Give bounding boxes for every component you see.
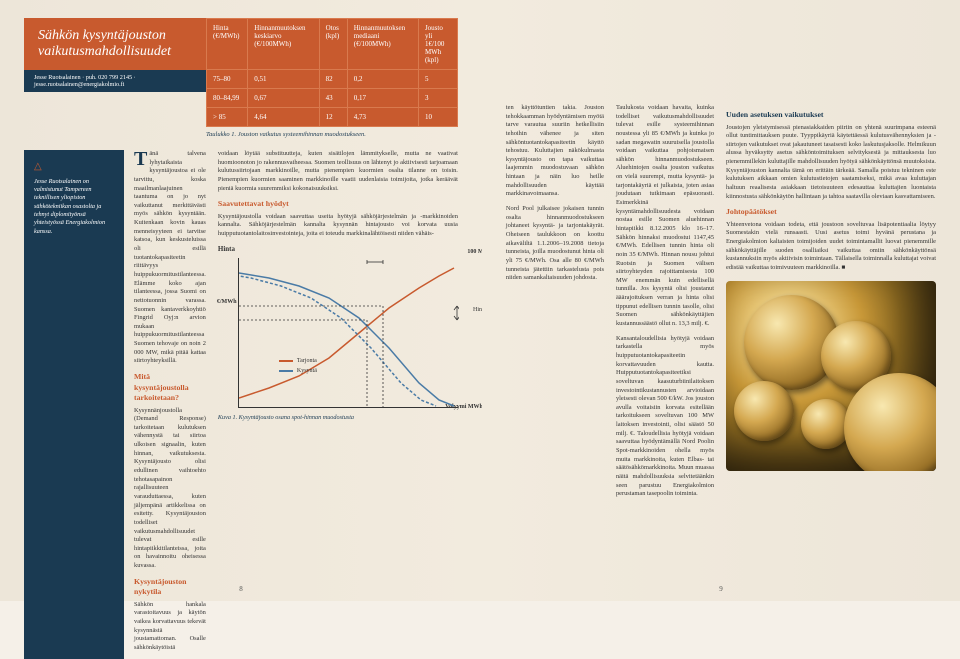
header-block: Sähkön kysyntäjouston vaikutusmahdollisu… (24, 18, 458, 138)
lc1-h1: Mitä kysyntäjoustolla tarkoitetaan? (134, 372, 206, 404)
page-number-right: 9 (719, 585, 723, 593)
lc1-p2: Kysynnänjoustolla (Demand Response) tark… (134, 407, 206, 571)
table-cell: 0,17 (347, 89, 418, 108)
author-bar: Jesse Ruotsalainen · puh. 020 799 2145 ·… (24, 70, 206, 92)
legend-demand: Kysyntä (297, 367, 317, 375)
lc1-p1: änä talvena lyhytaikaista kysyntäjoustoa… (134, 150, 206, 364)
chart-caption: Kuva 1. Kysyntäjousto osana spot-hinnan … (218, 414, 458, 422)
lc2-p1: voidaan löytää substituutteja, kuten sis… (218, 150, 458, 193)
legend-swatch-demand (279, 370, 293, 372)
table-cell: 12 (319, 108, 347, 127)
table-cell: 80–84,99 (207, 89, 248, 108)
table-cell: 0,2 (347, 70, 418, 89)
table-cell: 5 (418, 70, 457, 89)
title-author-stack: Sähkön kysyntäjouston vaikutusmahdollisu… (24, 18, 206, 138)
bio-row: △ Jesse Ruotsalainen on valmistunut Tamp… (24, 150, 458, 659)
lc1-p3: Sähkön hankala varastoitavuus ja käytön … (134, 601, 206, 653)
rc2-p2: Kansantaloudellisia hyötyjä voidaan tark… (616, 335, 714, 499)
table-header-cell: Hinnanmuutoksen mediaani (€/100MWh) (347, 19, 418, 70)
left-col-2: voidaan löytää substituutteja, kuten sis… (218, 150, 458, 659)
bio-text: Jesse Ruotsalainen on valmistunut Tamper… (34, 178, 105, 235)
table-cell: 0,51 (248, 70, 319, 89)
rc2-p1: Taulukosta voidaan havaita, kuinka todel… (616, 104, 714, 329)
triangle-icon: △ (34, 160, 114, 174)
lc2-h1: Saavutettavat hyödyt (218, 199, 458, 210)
table-header-cell: Otos (kpl) (319, 19, 347, 70)
table-row: 80–84,990,67430,173 (207, 89, 458, 108)
legend-supply: Tarjonta (297, 357, 317, 365)
title-line1: Sähkön kysyntäjouston (38, 28, 166, 43)
chart-y-left: €/MWh (217, 298, 237, 306)
rc3-h1: Uuden asetuksen vaikutukset (726, 110, 936, 121)
right-columns: ten käyttötuntien takia. Jouston tehokka… (506, 104, 936, 505)
bio-box: △ Jesse Ruotsalainen on valmistunut Tamp… (24, 150, 124, 659)
right-col-2: Taulukosta voidaan havaita, kuinka todel… (616, 104, 714, 505)
table-header-cell: Hinnanmuutoksen keskiarvo (€/100MWh) (248, 19, 319, 70)
page-right: ten käyttötuntien takia. Jouston tehokka… (482, 0, 960, 601)
table-cell: 43 (319, 89, 347, 108)
supply-demand-chart: €/MWh 100 MWh/h Hinnan muutos Volyymi MW… (238, 258, 458, 408)
table-cell: 4,64 (248, 108, 319, 127)
rc1-p2: Nord Pool julkaisee jokaisen tunnin osal… (506, 205, 604, 283)
rc3-p2: Yhteenvetona voidaan todeta, että jousto… (726, 221, 936, 273)
page-left: Sähkön kysyntäjouston vaikutusmahdollisu… (0, 0, 482, 601)
price-table-wrap: Hinta (€/MWh)Hinnanmuutoksen keskiarvo (… (206, 18, 458, 138)
left-columns: Tänä talvena lyhytaikaista kysyntäjousto… (134, 150, 458, 659)
table-cell: 82 (319, 70, 347, 89)
table-cell: 3 (418, 89, 457, 108)
table-row: 75–800,51820,25 (207, 70, 458, 89)
rc1-p1: ten käyttötuntien takia. Jouston tehokka… (506, 104, 604, 199)
chart-legend: Tarjonta Kysyntä (279, 357, 317, 377)
right-col-3: Uuden asetuksen vaikutukset Joustojen yl… (726, 104, 936, 505)
chart-svg (239, 258, 459, 408)
title-line2: vaikutusmahdollisuudet (38, 44, 171, 59)
lc2-p2: Kysyntäjoustolla voidaan saavuttaa useit… (218, 213, 458, 239)
table-cell: > 85 (207, 108, 248, 127)
price-table: Hinta (€/MWh)Hinnanmuutoksen keskiarvo (… (206, 18, 458, 127)
table-cell: 0,67 (248, 89, 319, 108)
table-cell: 10 (418, 108, 457, 127)
page-number-left: 8 (239, 585, 243, 593)
right-col-1: ten käyttötuntien takia. Jouston tehokka… (506, 104, 604, 505)
title-box: Sähkön kysyntäjouston vaikutusmahdollisu… (24, 18, 206, 70)
table-cell: 75–80 (207, 70, 248, 89)
legend-swatch-supply (279, 360, 293, 362)
table-header-cell: Hinta (€/MWh) (207, 19, 248, 70)
left-col-1: Tänä talvena lyhytaikaista kysyntäjousto… (134, 150, 206, 659)
table-cell: 4,73 (347, 108, 418, 127)
table-caption: Taulukko 1. Jouston vaikutus systeemihin… (206, 131, 458, 138)
rc3-h2: Johtopäätökset (726, 207, 936, 218)
dropcap: T (134, 150, 149, 168)
chart-title: Hinta (218, 245, 458, 254)
rc3-p1: Joustojen yleistymisessä pienasiakkaiden… (726, 124, 936, 202)
table-row: > 854,64124,7310 (207, 108, 458, 127)
chart-block: Hinta €/MWh 100 MWh/h Hinnan muutos Voly… (218, 245, 458, 423)
table-header-cell: Jousto yli 1€/100 MWh (kpl) (418, 19, 457, 70)
lc1-h2: Kysyntäjouston nykytila (134, 577, 206, 598)
coin-image (726, 281, 936, 471)
